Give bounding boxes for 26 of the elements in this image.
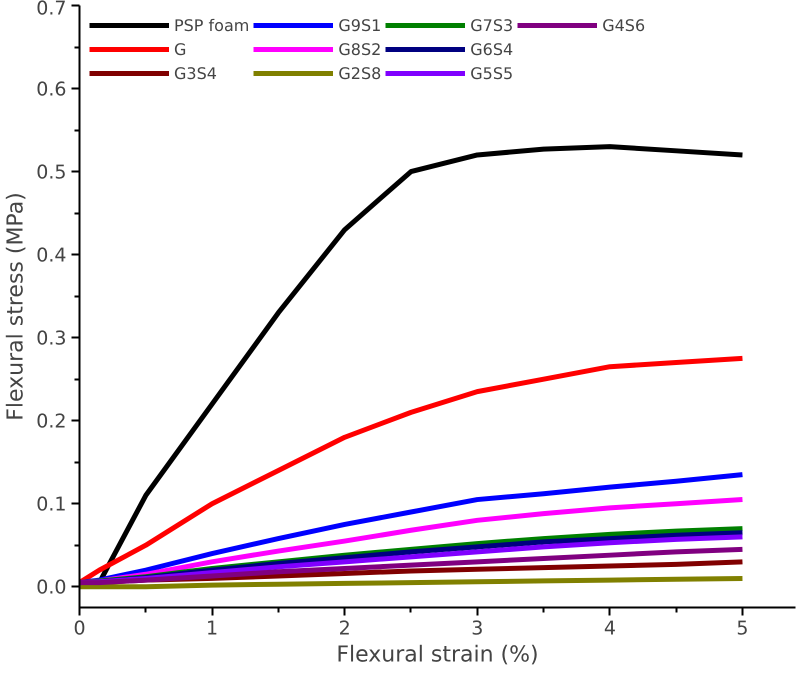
x-tick-label: 5 — [736, 618, 749, 640]
y-tick-label: 0.6 — [36, 78, 66, 101]
x-tick-label: 3 — [471, 618, 484, 640]
y-tick-label: 0.3 — [36, 328, 66, 350]
legend-label: G2S8 — [338, 64, 382, 82]
y-tick-label: 0.0 — [36, 576, 66, 599]
legend-label: G6S4 — [470, 40, 514, 58]
x-axis-title: Flexural strain (%) — [336, 642, 539, 668]
y-tick-label: 0.7 — [36, 0, 66, 20]
legend-label: G9S1 — [338, 16, 382, 34]
x-tick-label: 1 — [206, 618, 218, 640]
y-tick-label: 0.4 — [36, 244, 66, 267]
x-tick-label: 0 — [73, 618, 86, 640]
legend-label: G7S3 — [470, 16, 514, 34]
legend-label: G8S2 — [338, 40, 382, 58]
legend-label: G — [174, 40, 188, 58]
x-tick-label: 4 — [604, 618, 616, 640]
legend-label: G3S4 — [174, 64, 217, 82]
y-tick-label: 0.2 — [36, 410, 66, 433]
legend-label: PSP foam — [174, 16, 250, 34]
y-tick-label: 0.1 — [36, 494, 66, 516]
legend-label: G5S5 — [470, 64, 514, 82]
y-tick-label: 0.5 — [36, 162, 66, 184]
x-tick-label: 2 — [338, 618, 351, 640]
y-axis-title: Flexural stress (MPa) — [3, 192, 28, 421]
legend-label: G4S6 — [602, 16, 646, 34]
